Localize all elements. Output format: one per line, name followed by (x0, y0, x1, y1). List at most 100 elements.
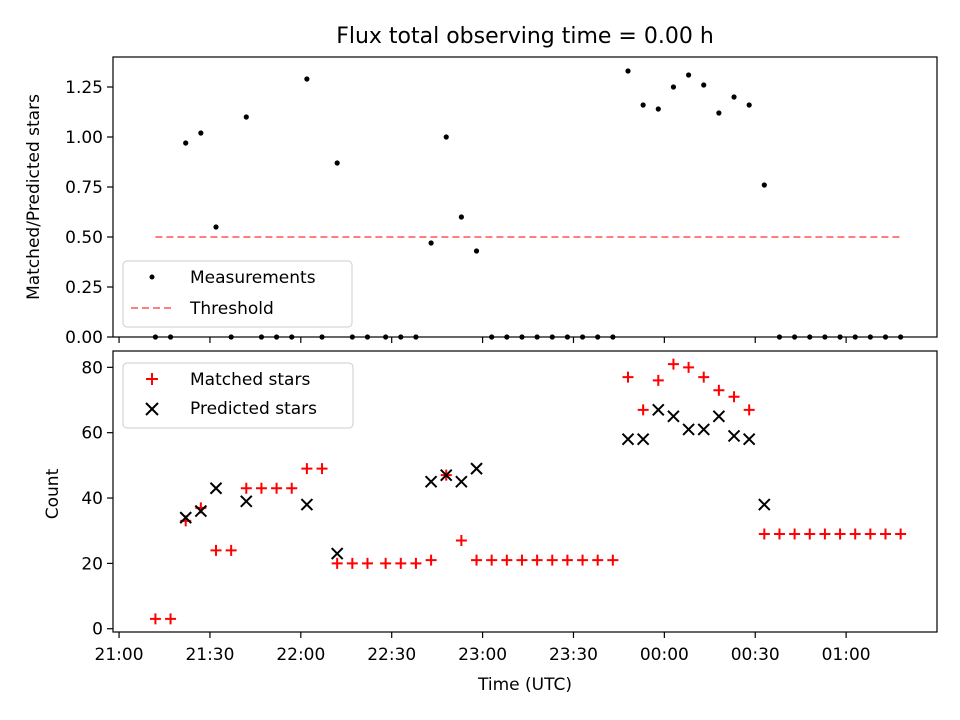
matched-point-20 (455, 535, 467, 547)
measurement-point-39 (746, 102, 752, 108)
count-axes: 0 20 40 60 80 21:00 21:30 22:00 22:30 23:00 23:30 0… (81, 350, 938, 665)
count-plot-area (149, 358, 907, 625)
predicted-point-19 (758, 498, 771, 511)
matched-point-7 (255, 482, 267, 494)
chart-title: Flux total observing time = 0.00 h (336, 24, 714, 49)
matched-point-45 (834, 528, 846, 540)
matched-point-30 (607, 554, 619, 566)
predicted-point-2 (209, 482, 223, 495)
legend-matched-marker (146, 373, 158, 385)
matched-point-37 (713, 384, 725, 396)
predicted-point-18 (742, 433, 756, 446)
count-xtick-label-4: 23:00 (458, 645, 507, 665)
matched-point-29 (592, 554, 604, 566)
predicted-point-11 (636, 433, 650, 446)
matched-point-1 (165, 613, 177, 625)
matched-point-14 (361, 557, 373, 569)
ratio-axes: 0.00 0.25 0.50 0.75 1.00 1.25 (65, 56, 938, 348)
predicted-point-8 (455, 475, 468, 488)
count-frame (112, 350, 938, 633)
matched-point-21 (471, 554, 483, 566)
matched-point-15 (380, 557, 392, 569)
matched-point-8 (271, 482, 283, 494)
measurement-point-4 (213, 224, 219, 230)
matched-point-32 (637, 404, 649, 416)
matched-point-11 (316, 463, 328, 475)
measurement-point-3 (198, 130, 204, 136)
matched-point-48 (880, 528, 891, 540)
predicted-point-12 (652, 403, 665, 417)
matched-point-27 (561, 554, 573, 566)
predicted-point-0 (179, 511, 192, 524)
count-xtick-label-2: 22:00 (276, 645, 325, 665)
matched-point-16 (395, 557, 407, 569)
measurement-point-21 (473, 248, 480, 254)
count-legend-box (122, 362, 354, 429)
legend-threshold-label: Threshold (189, 299, 274, 319)
matched-point-43 (804, 528, 816, 540)
matched-point-24 (516, 554, 528, 566)
matched-point-17 (410, 557, 422, 569)
matched-point-6 (240, 482, 252, 494)
count-xtick-label-1: 21:30 (185, 645, 234, 665)
matched-point-34 (667, 358, 679, 370)
matched-point-18 (425, 554, 437, 566)
matched-point-35 (683, 361, 695, 373)
legend-predicted-label: Predicted stars (190, 399, 317, 419)
matched-point-42 (789, 528, 801, 540)
measurement-point-18 (428, 240, 434, 246)
count-legend: Matched stars Predicted stars (122, 362, 354, 429)
matched-point-41 (773, 528, 785, 540)
measurement-point-10 (304, 76, 310, 82)
x-axis-label: Time (UTC) (477, 675, 572, 695)
matched-point-44 (819, 528, 831, 540)
matched-point-23 (501, 554, 513, 566)
ratio-ytick-label-4: 1.00 (65, 128, 103, 148)
legend-predicted-marker (145, 402, 159, 416)
count-ytick-label-1: 20 (81, 554, 103, 574)
matched-point-31 (622, 371, 634, 383)
matched-point-36 (698, 371, 710, 383)
matched-point-13 (346, 557, 358, 569)
matched-point-46 (849, 528, 861, 540)
count-xtick-label-0: 21:00 (95, 645, 144, 665)
matched-point-47 (864, 528, 876, 540)
measurement-point-12 (334, 160, 340, 166)
matched-point-49 (895, 528, 907, 540)
measurement-point-40 (761, 182, 767, 188)
count-ytick-label-2: 40 (81, 489, 103, 509)
matched-point-0 (149, 613, 161, 625)
measurement-point-20 (458, 214, 464, 220)
matched-point-10 (301, 463, 313, 475)
ratio-ytick-label-0: 0.00 (65, 328, 103, 348)
count-xtick-label-8: 01:00 (822, 645, 871, 665)
measurement-point-38 (731, 94, 737, 100)
ratio-legend: Measurements Threshold (122, 260, 353, 328)
predicted-point-16 (712, 410, 726, 423)
count-ytick-label-4: 80 (81, 358, 103, 378)
matched-point-22 (486, 554, 498, 566)
count-ytick-label-3: 60 (81, 424, 103, 444)
count-xtick-label-7: 00:30 (731, 645, 780, 665)
measurement-point-32 (640, 102, 646, 108)
ratio-ytick-label-3: 0.75 (65, 178, 103, 198)
matched-point-4 (210, 544, 222, 556)
predicted-point-1 (194, 504, 208, 518)
matched-point-9 (286, 482, 298, 494)
count-xtick-label-5: 23:30 (549, 645, 598, 665)
count-xtick-label-3: 22:30 (367, 645, 416, 665)
matched-point-40 (758, 528, 770, 540)
matched-point-28 (577, 554, 589, 566)
predicted-point-10 (621, 433, 635, 446)
measurement-point-35 (685, 72, 692, 78)
ratio-y-axis-label: Matched/Predicted stars (24, 94, 44, 300)
count-xtick-label-6: 00:00 (640, 645, 689, 665)
matched-point-5 (225, 544, 237, 556)
measurement-point-2 (183, 140, 189, 146)
count-panel: Count Time (UTC) 0 20 40 60 80 21:00 21:30 22:0… (43, 350, 938, 695)
predicted-point-14 (682, 423, 695, 436)
predicted-point-15 (697, 423, 710, 436)
measurement-point-6 (243, 114, 249, 120)
